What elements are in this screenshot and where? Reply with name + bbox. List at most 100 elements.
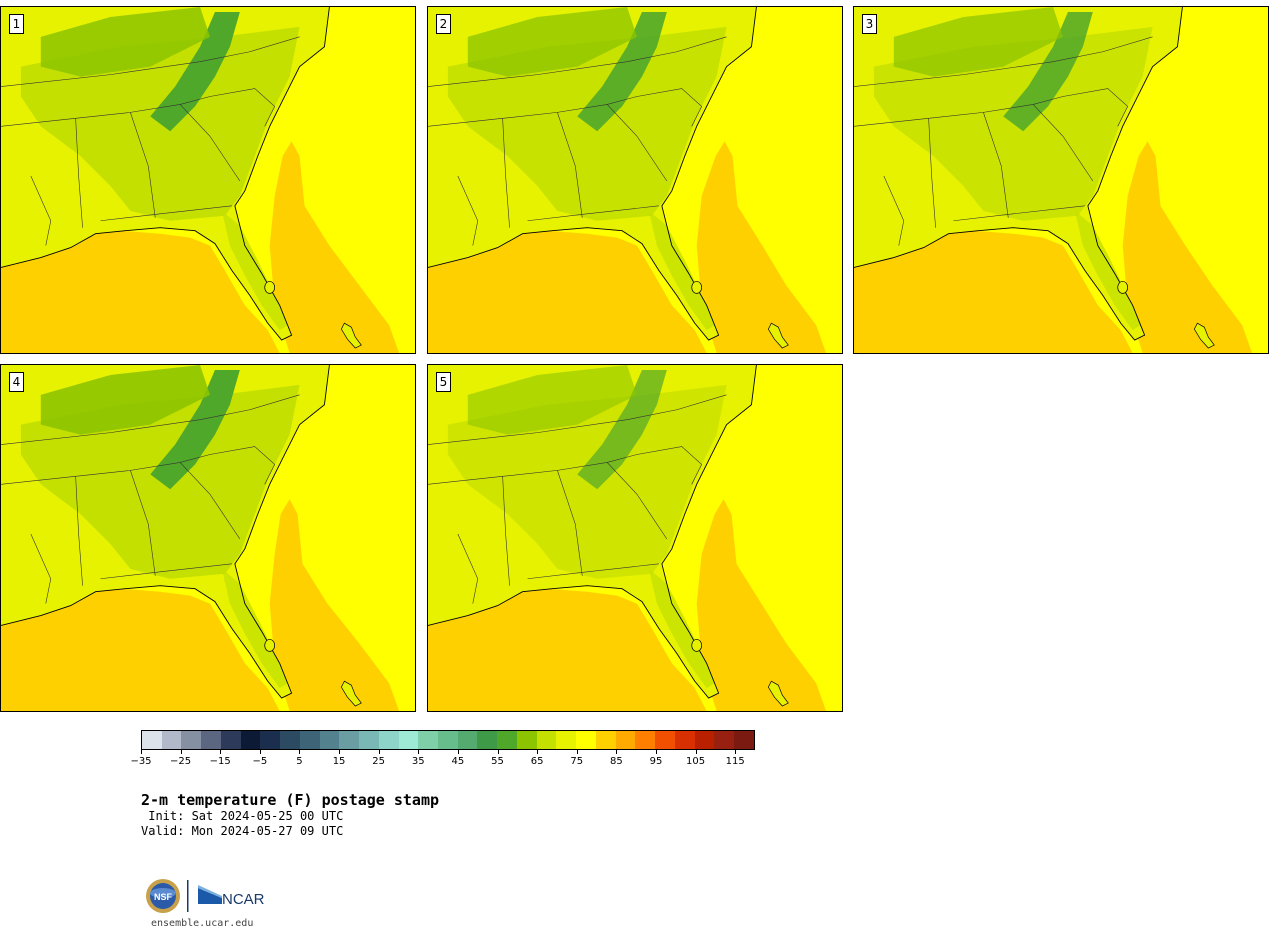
colorbar-segment [161,731,182,749]
northern-cool-region [893,7,1063,77]
ncar-logo: NCAR [198,885,265,908]
colorbar-tick-label: 45 [451,756,465,767]
northern-cool-region [40,365,210,435]
colorbar-segment [319,731,340,749]
bahamas-islands [767,322,789,349]
gulf-warm-water [428,230,707,353]
state-border [983,112,1009,218]
interior-mid-temps [20,384,300,579]
temperature-colorbar [141,730,755,750]
state-border [854,36,1153,87]
florida-peninsula [1074,210,1141,331]
colorbar-segment [339,731,360,749]
coastline [1,7,330,341]
colorbar-tick-label: 105 [686,756,706,767]
colorbar-segment [595,731,616,749]
nsf-logo: NSF [146,879,180,913]
state-border [30,175,52,246]
state-border [130,470,156,576]
init-time: Init: Sat 2024-05-25 00 UTC [141,809,344,823]
state-border [1,36,300,87]
colorbar-tick [180,750,182,754]
colorbar-tick [695,750,697,754]
colorbar-tick [418,750,420,754]
state-border [953,205,1085,222]
colorbar-segment [516,731,537,749]
bahamas-islands [767,680,789,707]
temperature-map [1,7,400,353]
colorbar-segment [299,731,320,749]
colorbar-segment [378,731,399,749]
colorbar-segment [635,731,656,749]
state-border [457,533,479,604]
state-border [428,394,727,445]
state-border [502,476,510,586]
colorbar-tick [616,750,618,754]
state-border [100,563,232,580]
gulf-warm-water [428,588,707,711]
colorbar-tick [259,750,261,754]
state-border [428,36,727,87]
colorbar-segment [260,731,281,749]
colorbar-tick-label: −5 [252,756,268,767]
florida-peninsula [648,568,715,689]
colorbar-segment [220,731,241,749]
colorbar-tick-label: −15 [209,756,231,767]
colorbar-tick [141,750,142,754]
interior-mid-temps [20,26,300,221]
colorbar-tick [655,750,657,754]
interior-mid-temps [873,26,1153,221]
state-border [100,205,232,222]
lake-okeechobee [691,281,703,294]
state-border [130,112,156,218]
colorbar-segment [477,731,498,749]
bahamas-islands [1193,322,1215,349]
state-border [928,118,936,228]
colorbar-tick [537,750,539,754]
panel-number-label: 1 [9,14,24,34]
colorbar-segment [674,731,695,749]
colorbar-segment [714,731,735,749]
state-border [636,88,703,127]
colorbar-tick [220,750,222,754]
florida-peninsula [648,210,715,331]
colorbar-segment [398,731,419,749]
map-panel-2: 2 [427,6,843,354]
colorbar-tick-label: 55 [491,756,504,767]
gulf-warm-water [1,230,280,353]
state-border [1,394,300,445]
figure-title: 2-m temperature (F) postage stamp [141,791,440,809]
coastline [854,7,1183,341]
state-border [883,175,905,246]
colorbar-segment [734,731,754,749]
state-border [1032,104,1094,182]
panel-number-label: 5 [436,372,451,392]
state-border [527,205,659,222]
nsf-logo-text: NSF [154,892,173,902]
colorbar-tick-label: 35 [411,756,425,767]
temperature-map [428,7,827,353]
website-url[interactable]: ensemble.ucar.edu [151,918,254,929]
atlantic-warm-tongue [696,499,827,711]
colorbar-segment [497,731,517,749]
state-border [179,104,241,182]
temperature-map [1,365,400,711]
lake-okeechobee [264,281,276,294]
coastline [428,365,757,699]
colorbar-segment [655,731,675,749]
gulf-warm-water [1,588,280,711]
colorbar-segment [457,731,478,749]
state-border [606,462,668,540]
colorbar-tick-label: 5 [296,756,303,767]
interior-mid-temps [447,384,727,579]
appalachian-cool-band [150,11,240,132]
colorbar-tick [299,750,301,754]
state-border [209,446,276,485]
colorbar-segment [536,731,557,749]
atlantic-warm-tongue [269,141,400,353]
bahamas-islands [340,322,362,349]
colorbar-tick-label: −35 [130,756,152,767]
florida-peninsula [221,210,288,331]
colorbar-tick-label: 115 [725,756,745,767]
temperature-map [428,365,827,711]
